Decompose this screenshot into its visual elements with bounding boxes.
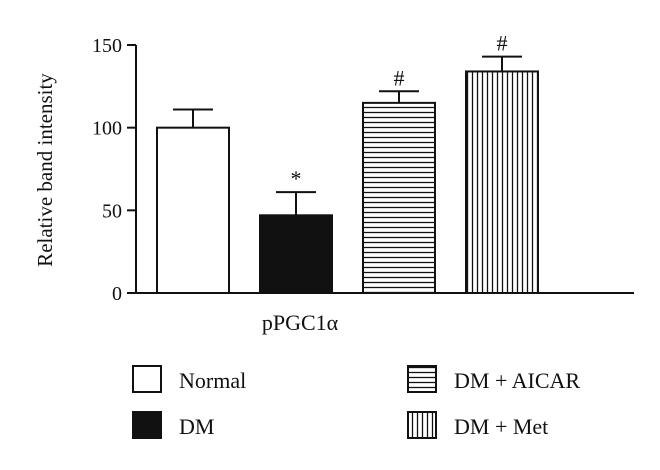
legend-swatch — [132, 411, 162, 439]
y-axis: 0 50 100 150 — [92, 35, 137, 305]
bar — [362, 101, 436, 294]
legend-label: DM — [179, 414, 214, 439]
y-tick-label: 150 — [92, 35, 122, 57]
legend: Normal DM DM + AICAR DM + Met — [132, 365, 580, 439]
bars-group: * # # — [156, 31, 539, 294]
legend-label: DM + AICAR — [454, 368, 580, 393]
bar — [465, 70, 539, 294]
significance-marker: # — [497, 31, 508, 56]
x-axis-category-label: pPGC1α — [262, 310, 339, 335]
legend-swatch — [407, 365, 437, 393]
legend-label: Normal — [179, 368, 246, 393]
legend-swatch — [132, 365, 162, 393]
significance-marker: * — [291, 166, 302, 191]
legend-label: DM + Met — [454, 414, 548, 439]
legend-swatch — [407, 411, 437, 439]
y-tick-label: 50 — [102, 200, 122, 222]
significance-marker: # — [394, 65, 405, 90]
bar — [156, 126, 230, 294]
y-axis-label: Relative band intensity — [33, 73, 57, 267]
y-tick-label: 100 — [92, 118, 122, 140]
bar — [259, 214, 333, 294]
y-tick-label: 0 — [112, 283, 122, 305]
